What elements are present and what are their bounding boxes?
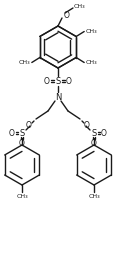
Text: O: O: [100, 128, 106, 137]
Text: CH₃: CH₃: [73, 4, 84, 8]
Text: N: N: [54, 93, 61, 102]
Text: O: O: [44, 77, 49, 86]
Text: O: O: [90, 139, 96, 148]
Text: O: O: [66, 77, 71, 86]
Text: CH₃: CH₃: [19, 60, 30, 65]
Text: O: O: [83, 122, 89, 131]
Text: S: S: [19, 128, 24, 137]
Text: O: O: [63, 11, 69, 20]
Text: CH₃: CH₃: [87, 195, 99, 199]
Text: O: O: [9, 128, 15, 137]
Text: S: S: [55, 77, 60, 86]
Text: S: S: [91, 128, 96, 137]
Text: CH₃: CH₃: [85, 60, 96, 65]
Text: CH₃: CH₃: [16, 195, 28, 199]
Text: O: O: [19, 139, 25, 148]
Text: CH₃: CH₃: [85, 29, 96, 34]
Text: O: O: [26, 122, 32, 131]
